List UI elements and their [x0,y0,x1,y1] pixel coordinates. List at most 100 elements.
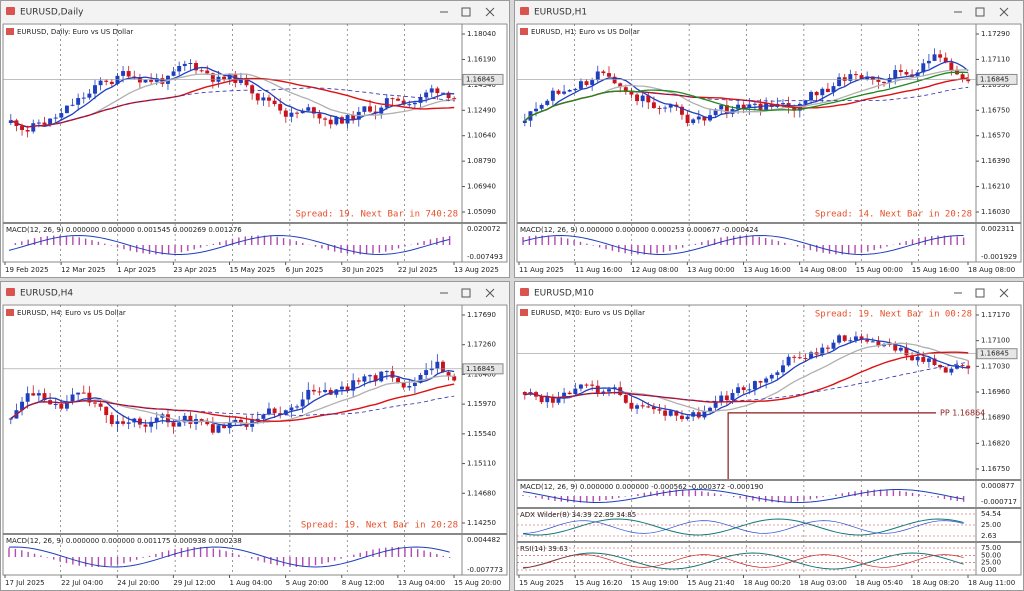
candle-body [781,365,785,373]
window-icon [520,288,529,296]
candle-body [713,109,718,116]
maximize-button[interactable] [975,7,985,17]
maximize-button[interactable] [461,7,471,17]
chart-header: EURUSD, Daily: Euro vs US Dollar [17,28,133,36]
title-bar[interactable] [1,282,509,304]
candle-body [859,336,864,340]
close-button[interactable] [999,288,1009,298]
indicator-axis-label: -0.007773 [467,566,503,574]
candle-body [306,389,311,400]
candle-body [590,384,595,386]
spread-info: Spread: 19. Next Bar in 20:28 [301,521,458,531]
candle-body [837,335,842,343]
price-label: 1.16960 [981,388,1010,396]
price-label: 1.05090 [467,208,496,216]
signal-line [522,235,964,256]
candle-body [764,103,769,110]
candle-body [646,95,651,103]
window-icon [520,7,529,15]
time-label: 15 Aug 2025 [519,579,564,587]
candle-body [31,123,36,132]
title-bar[interactable] [515,1,1023,23]
candle-body [825,347,830,349]
time-label: 13 Aug 00:00 [687,266,734,274]
candle-body [64,105,69,114]
candle-body [87,93,92,98]
candle-body [317,391,322,393]
close-button[interactable] [999,7,1009,17]
candle-body [334,389,339,395]
window-icon [6,288,15,296]
close-button[interactable] [485,288,495,298]
candle-body [429,368,434,371]
candle-body [418,374,423,383]
candle-body [803,100,808,104]
time-label: 15 Aug 16:20 [575,579,622,587]
candle-body [20,125,24,131]
candle-body [792,356,797,358]
candle-body [334,117,339,125]
candle-body [194,63,198,71]
candle-body [646,406,651,408]
candle-body [679,415,684,420]
candle-body [522,120,527,123]
candle-body [539,104,544,109]
candle-body [691,119,696,124]
time-label: 1 Apr 2025 [117,266,156,274]
price-label: 1.15110 [467,460,496,468]
candle-body [121,421,126,424]
candle-body [272,100,277,105]
candle-body [59,404,64,409]
candle-body [814,91,819,96]
candle-body [741,387,746,391]
indicator-axis-label: 54.54 [981,510,1002,518]
candle-body [668,104,673,108]
candle-body [938,54,943,58]
candle-body [915,72,920,77]
indicator-line [522,520,964,534]
title-bar[interactable] [1,1,509,23]
moving-average [524,71,969,122]
candle-body [607,73,611,77]
candle-body [949,368,954,373]
signal-line [522,489,964,504]
indicator-axis-label: 0.004482 [467,536,500,544]
candle-body [418,97,423,103]
candle-body [446,372,451,377]
time-label: 19 Feb 2025 [5,266,49,274]
candle-body [837,77,842,87]
candle-body [407,104,412,106]
candle-body [651,406,656,410]
candle-body [171,71,176,76]
price-label: 1.16400 [467,370,496,378]
candle-body [685,416,690,420]
window-title: EURUSD,M10 [534,289,594,299]
candle-body [222,76,227,80]
candle-body [384,98,389,108]
maximize-button[interactable] [975,288,985,298]
candle-body [25,393,30,402]
candle-body [926,358,931,362]
indicator-line [522,552,964,570]
time-label: 15 May 2025 [230,266,276,274]
candle-body [825,88,830,93]
candle-body [126,422,131,424]
moving-average [10,395,455,419]
time-label: 11 Aug 16:00 [575,266,622,274]
indicator-line [522,518,964,536]
candle-body [904,72,909,75]
close-button[interactable] [485,7,495,17]
time-label: 13 Aug 2025 [454,266,499,274]
candle-body [278,104,283,111]
candle-body [328,119,333,125]
candle-body [842,335,847,341]
time-label: 13 Aug 04:00 [398,579,445,587]
title-bar[interactable] [515,282,1023,304]
candle-body [199,419,204,422]
candle-body [966,79,971,82]
time-label: 22 Jul 2025 [398,266,438,274]
maximize-button[interactable] [461,288,471,298]
candle-body [640,405,645,407]
candle-body [831,342,836,349]
candle-body [842,77,847,81]
